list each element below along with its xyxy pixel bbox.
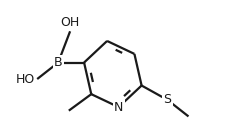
Text: N: N <box>113 101 123 114</box>
Text: B: B <box>54 56 62 69</box>
Text: OH: OH <box>60 16 79 29</box>
Text: HO: HO <box>16 73 35 86</box>
Text: S: S <box>163 93 171 106</box>
